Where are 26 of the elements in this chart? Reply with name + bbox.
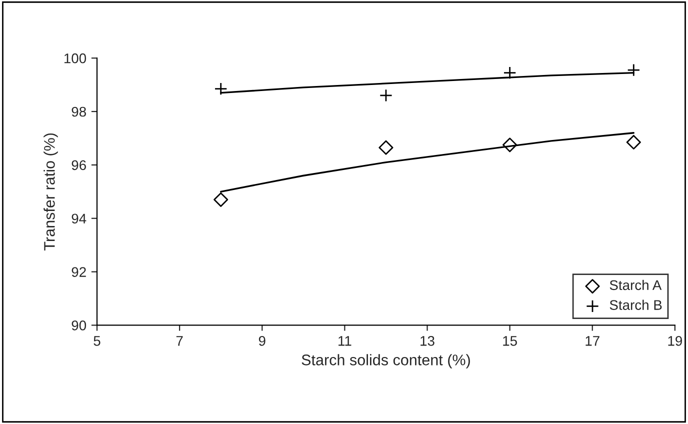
- point: [378, 140, 394, 155]
- point: [627, 64, 640, 77]
- y-tick-label: 90: [72, 320, 86, 330]
- x-tick-label: 11: [338, 336, 352, 346]
- y-tick-label: 100: [64, 53, 86, 64]
- x-tick-label: 19: [668, 336, 682, 346]
- x-tick-label: 17: [586, 336, 600, 346]
- x-tick-label: 9: [258, 336, 266, 346]
- x-tick-label: 5: [94, 336, 100, 346]
- point: [214, 192, 228, 207]
- y-tick-label: 94: [72, 214, 86, 224]
- x-tick-label: 7: [176, 336, 183, 346]
- y-tick-label: 96: [72, 160, 86, 170]
- x-tick-label: 13: [420, 336, 434, 346]
- point: [379, 88, 392, 102]
- y-tick-label: 92: [72, 267, 86, 277]
- point: [503, 66, 516, 80]
- legend-label: Starch B: [610, 300, 662, 310]
- y-tick-label: 98: [72, 106, 86, 117]
- y-axis-title: Transfer ratio (%): [44, 133, 58, 250]
- legend-label: Starch A: [610, 280, 662, 290]
- point: [626, 134, 641, 150]
- point: [214, 82, 228, 96]
- x-axis-title: Starch solids content (%): [302, 354, 470, 368]
- x-tick-label: 15: [503, 336, 517, 346]
- point: [502, 138, 518, 152]
